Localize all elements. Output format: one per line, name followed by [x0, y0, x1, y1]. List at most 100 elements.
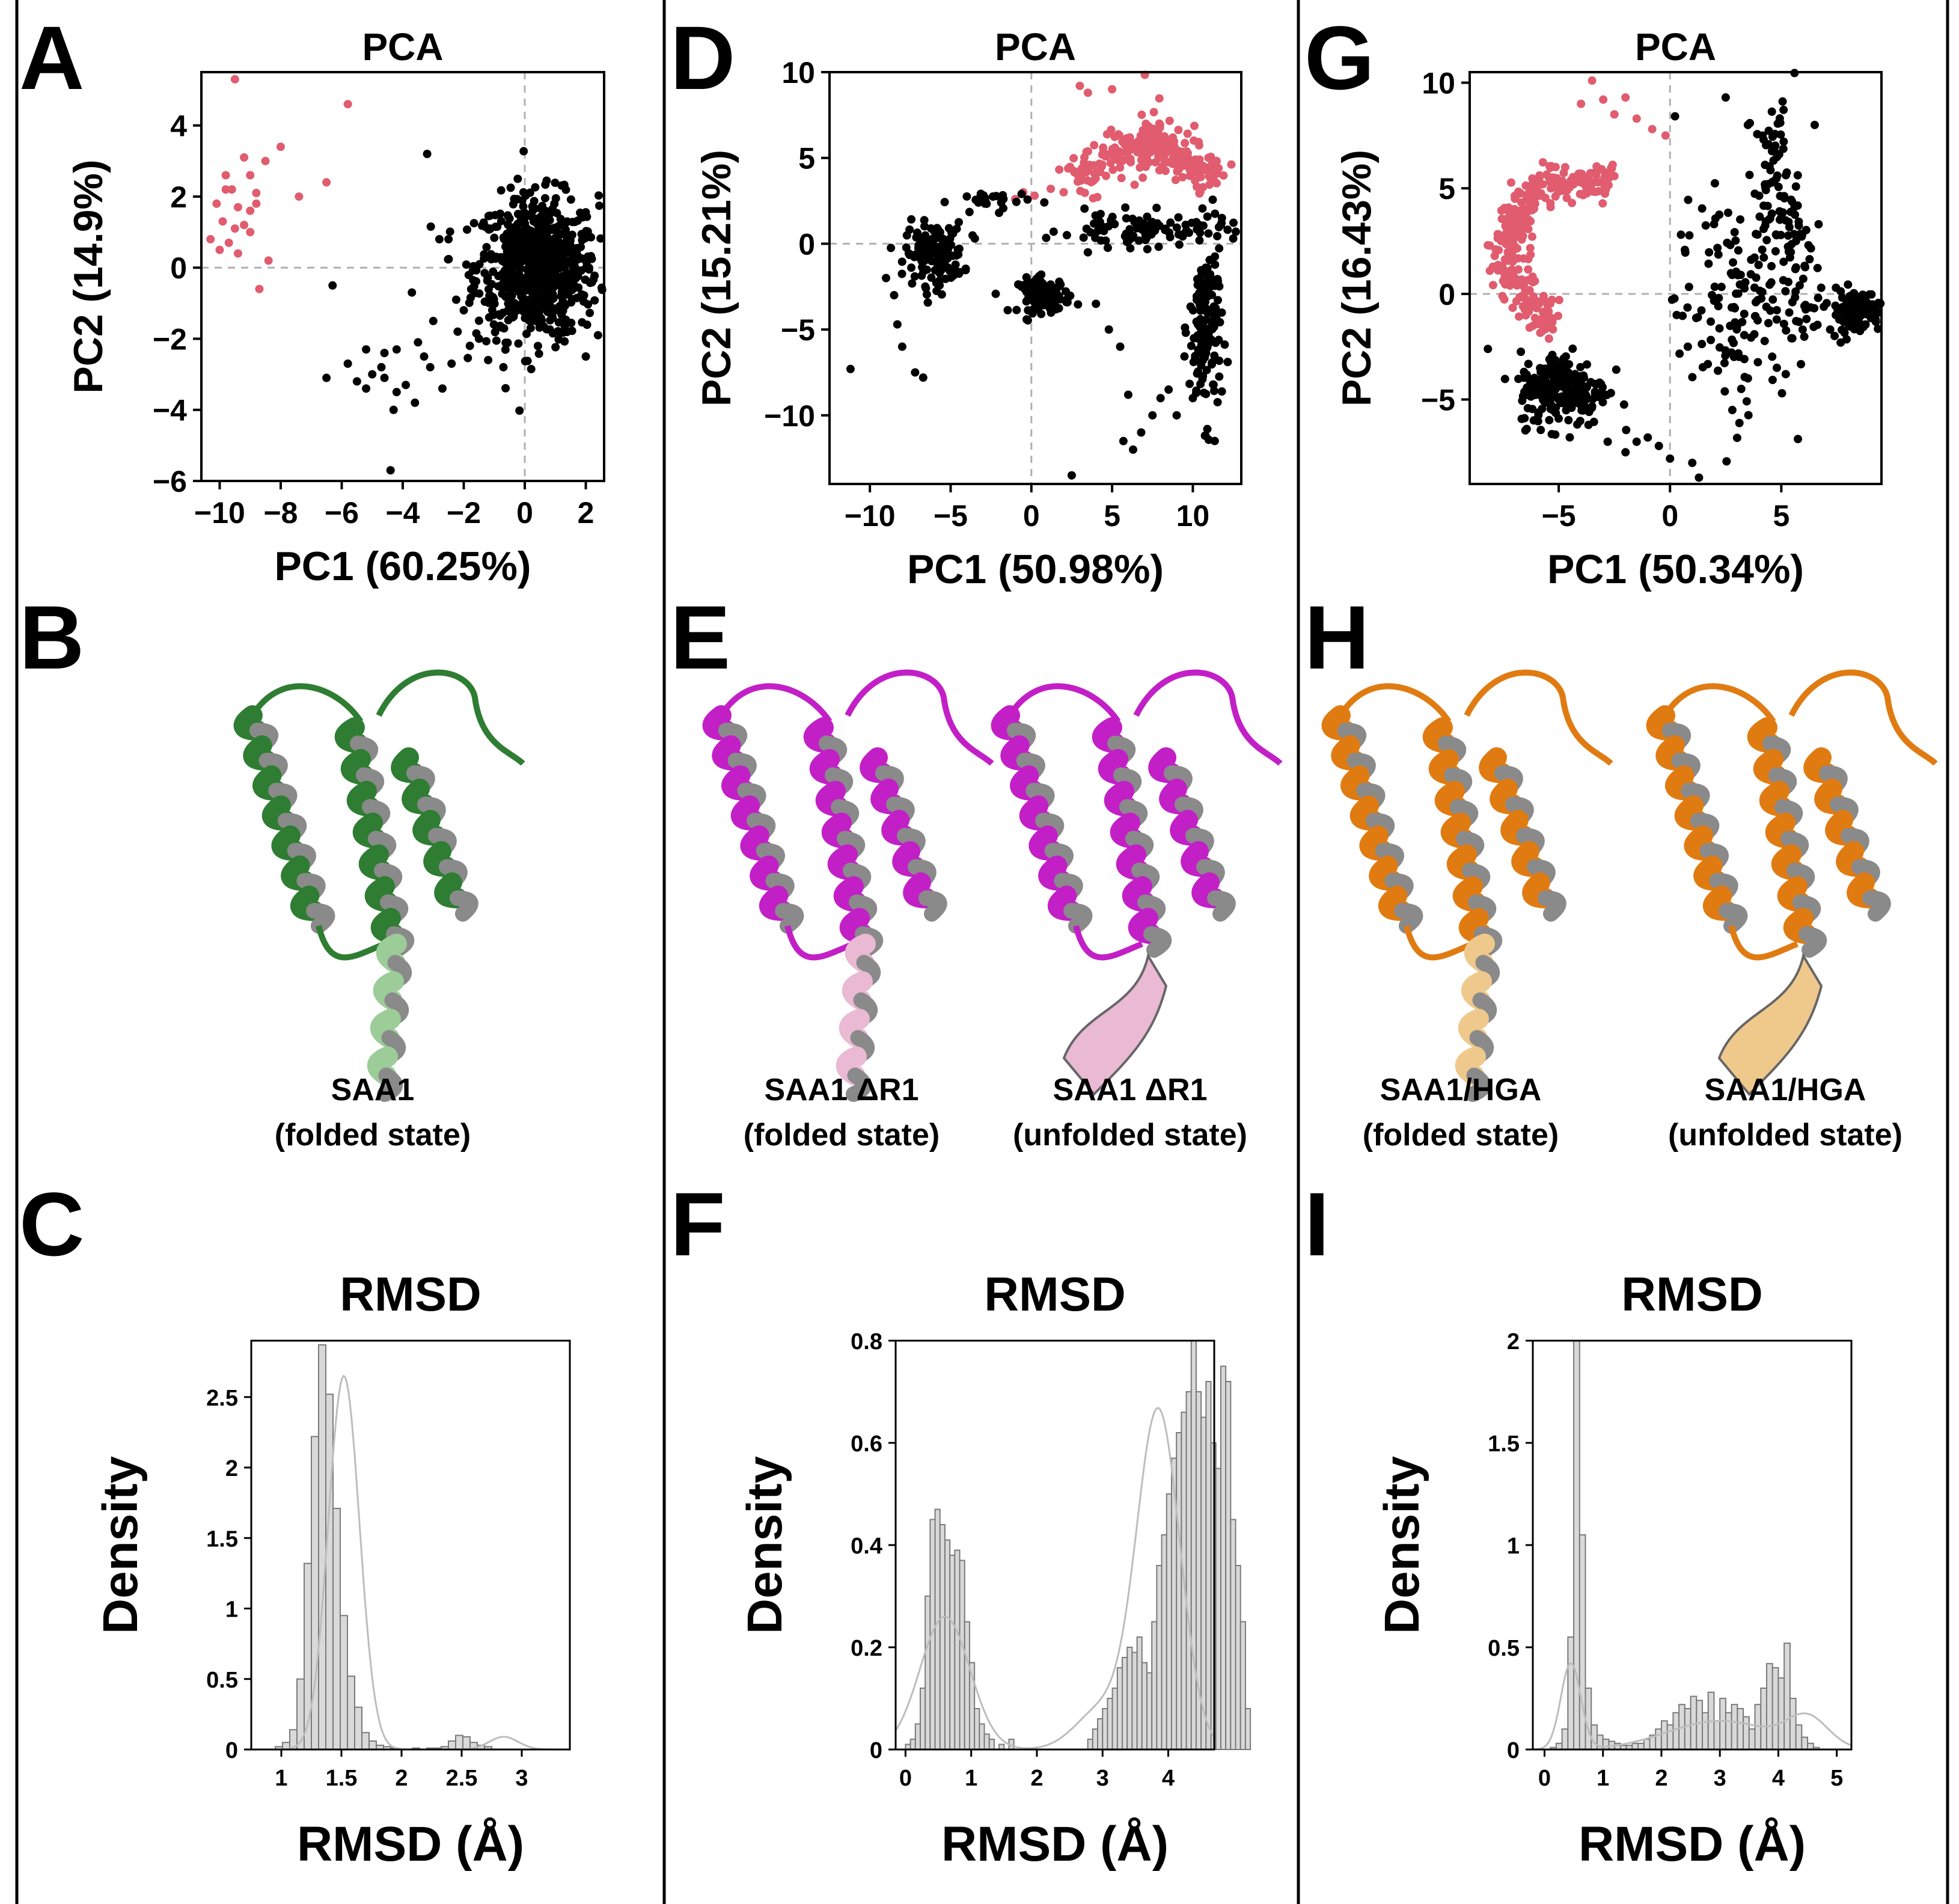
- data-point: [1135, 163, 1145, 172]
- data-point: [1772, 315, 1781, 324]
- data-point: [1154, 152, 1163, 161]
- data-point: [1509, 271, 1518, 280]
- structure-caption-line1: SAA1/HGA: [1705, 1073, 1866, 1107]
- data-point: [1561, 352, 1570, 361]
- data-point: [1729, 258, 1738, 267]
- rmsd-histogram-F: RMSD 0 1 2 3 4 0 0.2 0.4 0.6 0.8 RMSD (Å) Density: [738, 1267, 1251, 1872]
- data-point: [518, 196, 527, 205]
- data-point: [521, 209, 530, 218]
- histogram-bar: [1161, 1534, 1167, 1750]
- data-point: [1490, 251, 1499, 260]
- data-point: [380, 349, 389, 358]
- data-point: [1514, 223, 1523, 232]
- data-point: [1086, 228, 1095, 237]
- panel-letter-D: D: [670, 7, 735, 108]
- data-point: [475, 289, 484, 298]
- data-point: [206, 234, 215, 243]
- data-point: [550, 200, 559, 209]
- histogram-bar: [1777, 1677, 1785, 1750]
- data-point: [1767, 209, 1776, 218]
- scatter-series-0: [1010, 70, 1236, 204]
- data-point: [1203, 424, 1212, 433]
- data-point: [1209, 380, 1218, 389]
- data-point: [911, 368, 920, 377]
- chart-title: PCA: [362, 25, 443, 69]
- data-point: [1192, 386, 1201, 395]
- data-point: [1754, 260, 1763, 269]
- data-point: [1089, 161, 1098, 170]
- histogram-bar: [1136, 1636, 1143, 1750]
- data-point: [1707, 335, 1716, 344]
- loop-segment: [845, 669, 994, 766]
- helix-ribbon-turn: [918, 890, 947, 922]
- data-point: [1169, 133, 1178, 142]
- tail-helix: [836, 934, 881, 1102]
- y-tick-label: 0: [1507, 1738, 1520, 1763]
- data-point: [521, 286, 530, 295]
- data-point: [1746, 118, 1755, 127]
- data-point: [1528, 206, 1537, 215]
- data-point: [596, 234, 605, 243]
- helix-1: [1321, 705, 1423, 934]
- data-point: [1050, 289, 1059, 298]
- data-point: [1773, 119, 1782, 128]
- data-point: [927, 257, 936, 266]
- data-point: [1136, 139, 1145, 148]
- data-point: [1203, 212, 1212, 221]
- data-point: [897, 269, 906, 278]
- data-point: [1202, 349, 1211, 358]
- data-point: [1759, 135, 1768, 144]
- chart-title: PCA: [995, 25, 1076, 69]
- data-point: [1205, 256, 1214, 265]
- histogram-bar: [1230, 1519, 1236, 1750]
- data-point: [1079, 233, 1088, 242]
- data-point: [1779, 105, 1788, 114]
- data-point: [1806, 244, 1815, 253]
- data-point: [1187, 218, 1196, 227]
- data-point: [420, 352, 429, 361]
- data-point: [533, 341, 542, 350]
- data-point: [1204, 229, 1213, 238]
- histogram-bar: [1684, 1708, 1692, 1750]
- helix-2: [334, 717, 415, 958]
- data-point: [1092, 299, 1101, 308]
- data-point: [1003, 305, 1012, 314]
- histogram-bar: [1146, 1672, 1153, 1750]
- data-point: [491, 328, 500, 337]
- histogram-bar: [1092, 1728, 1099, 1750]
- x-axis-label: PC1 (50.98%): [907, 546, 1164, 592]
- data-point: [1512, 297, 1521, 306]
- data-point: [1530, 313, 1539, 322]
- data-point: [1160, 138, 1169, 147]
- data-point: [1199, 388, 1208, 397]
- x-tick-label: −4: [385, 496, 420, 530]
- data-point: [567, 319, 576, 328]
- data-point: [1794, 221, 1803, 230]
- data-point: [531, 183, 540, 192]
- data-point: [1730, 228, 1739, 237]
- y-tick-label: 2: [1507, 1329, 1520, 1355]
- data-point: [1553, 184, 1562, 193]
- data-point: [295, 192, 304, 201]
- data-point: [526, 323, 535, 332]
- data-point: [1197, 266, 1206, 275]
- histogram-bar: [934, 1508, 941, 1750]
- panel-letter-H: H: [1304, 587, 1369, 688]
- data-point: [507, 292, 516, 301]
- helix-3: [1148, 747, 1236, 922]
- data-point: [1524, 265, 1533, 274]
- data-point: [414, 338, 423, 347]
- data-point: [1697, 306, 1706, 315]
- data-point: [246, 228, 255, 237]
- data-point: [233, 203, 242, 212]
- data-point: [1541, 297, 1550, 306]
- data-point: [1692, 313, 1701, 322]
- data-point: [1732, 289, 1741, 298]
- data-point: [1753, 358, 1762, 367]
- data-point: [561, 225, 570, 234]
- y-tick-label: 0.8: [851, 1329, 882, 1355]
- data-point: [1782, 168, 1791, 177]
- data-point: [1695, 473, 1704, 482]
- data-point: [1768, 132, 1777, 141]
- histogram-bar: [1151, 1621, 1158, 1750]
